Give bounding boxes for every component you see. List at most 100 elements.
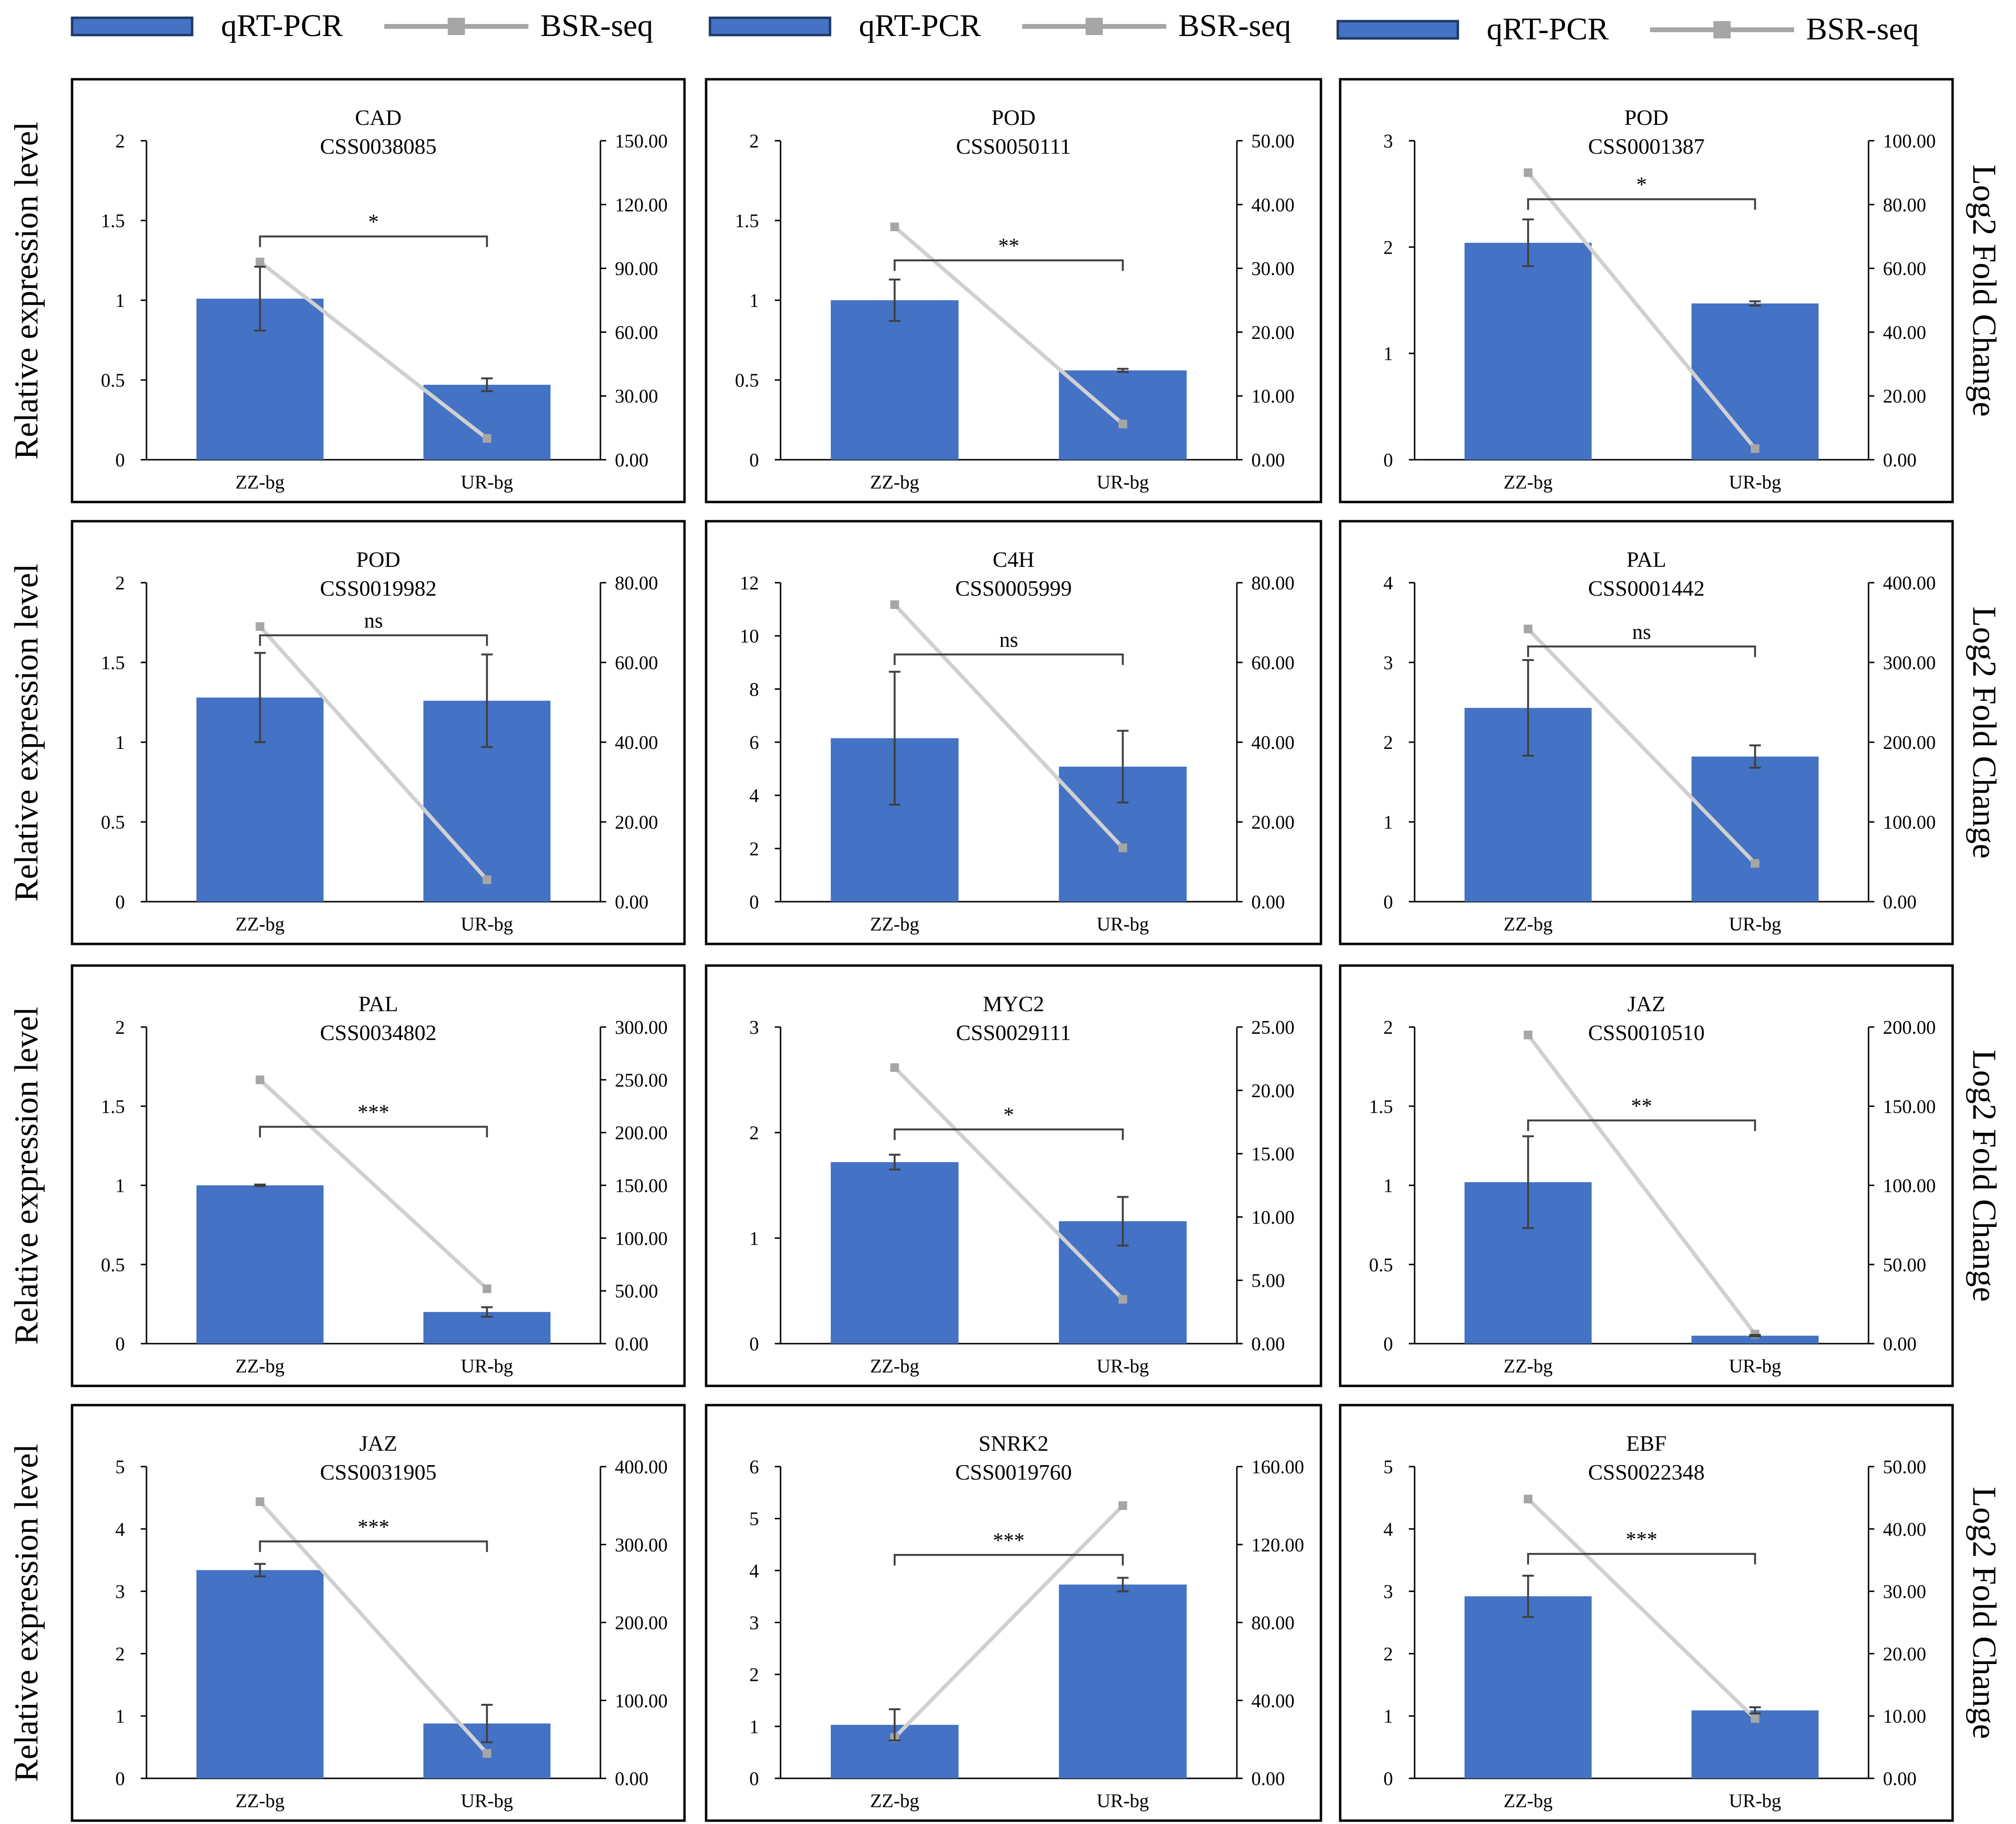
bar-ur-bg (1691, 756, 1819, 902)
right-axis-tick-label: 60.00 (615, 321, 658, 343)
panel-frame (705, 1404, 1322, 1822)
panel-gene-id: CSS0001387 (1588, 134, 1705, 159)
left-axis-tick-label: 0 (1383, 1333, 1393, 1355)
right-axis-tick-label: 100.00 (615, 1690, 668, 1712)
right-axis-tick-label: 80.00 (1251, 572, 1295, 594)
panel-gene-id: CSS0031905 (320, 1460, 437, 1484)
chart-panels: CADCSS003808500.511.520.0030.0060.0090.0… (71, 78, 1954, 1822)
right-axis-tick-label: 40.00 (1883, 1518, 1926, 1540)
panel-gene-name: C4H (993, 547, 1035, 572)
left-axis-tick-label: 6 (749, 732, 759, 753)
significance-bracket (259, 634, 488, 646)
left-axis-tick-label: 1.5 (735, 210, 759, 232)
chart-panel: PAL CSS0034802 0 0.5 1 1.5 2 0.00 50.00 100.00 150… (71, 964, 686, 1387)
bsr-seq-line (258, 1078, 489, 1290)
bar-ur-bg (1691, 1335, 1819, 1344)
right-axis-tick-label: 0.00 (1883, 1768, 1917, 1789)
panel-gene-name: POD (356, 547, 400, 572)
bsr-seq-point (256, 1497, 265, 1506)
bsr-seq-point (890, 222, 899, 232)
panel-gene-name: EBF (1626, 1431, 1666, 1456)
right-axis-tick-label: 200.00 (1883, 1016, 1936, 1038)
panel-gene-id: CSS0038085 (320, 134, 437, 159)
left-axis-tick-label: 0.5 (101, 1254, 125, 1275)
x-category-label: UR-bg (1097, 913, 1149, 935)
left-axis-tick-label: 0 (749, 1768, 759, 1789)
right-axis-tick-label: 40.00 (1251, 1690, 1295, 1712)
chart-panel: CAD CSS0038085 0 0.5 1 1.5 2 0.00 30.00 60.00 90.0… (71, 78, 686, 503)
bar-zz-bg (1464, 1596, 1592, 1778)
chart-panel: PAL CSS0001442 0 1 2 3 4 0.00 100.00 200.00 300.00… (1339, 520, 1954, 945)
panel-frame (1339, 1404, 1954, 1822)
left-axis-tick-label: 4 (749, 785, 759, 807)
bsr-seq-point (1118, 1501, 1127, 1510)
panel-gene-name: PAL (358, 992, 398, 1016)
left-axis-tick-label: 2 (1383, 732, 1393, 753)
right-axis-tick-label: 100.00 (1883, 1175, 1936, 1197)
panel-frame (1339, 78, 1954, 503)
chart-panel: MYC2 CSS0029111 0 1 2 3 0.00 5.00 10.00 15.00 20.0… (705, 964, 1322, 1387)
bsr-seq-point (890, 1063, 899, 1072)
right-axis-title: Log2 Fold Change (1966, 607, 2003, 859)
left-axis-tick-label: 2 (115, 1643, 125, 1665)
legend-line-label: BSR-seq (1806, 12, 1919, 47)
left-axis-tick-label: 0 (749, 449, 759, 471)
panel-gene-id: CSS0019760 (955, 1460, 1072, 1484)
chart-panel: PODCSS001998200.511.520.0020.0040.0060.0… (71, 520, 686, 945)
x-category-label: ZZ-bg (235, 1790, 284, 1812)
left-axis-title: Relative expression level (8, 122, 45, 460)
right-axis-tick-label: 60.00 (1251, 652, 1295, 673)
side-axis-titles: Relative expression level Log2 Fold Chang… (8, 122, 2003, 1782)
legend-bar-swatch (1336, 20, 1459, 40)
left-axis-tick-label: 12 (740, 572, 759, 594)
right-axis-tick-label: 200.00 (615, 1612, 668, 1634)
legend-line-marker (1713, 21, 1731, 38)
left-axis-tick-label: 0.5 (101, 811, 125, 833)
right-axis-title: Log2 Fold Change (1966, 165, 2003, 417)
chart-panel: JAZ CSS0031905 0 1 2 3 4 5 0.00 100.00 200.00 300.0… (71, 1404, 686, 1822)
panel-frame (1339, 520, 1954, 945)
chart-panel: SNRK2 CSS0019760 0 1 2 3 4 5 6 0.00 40.00 80.00 120.… (705, 1404, 1322, 1822)
legend-bar-swatch (71, 16, 194, 37)
right-axis-tick-label: 40.00 (615, 732, 658, 753)
panel-frame (71, 964, 686, 1387)
significance-label: ** (998, 234, 1019, 257)
chart-panel: JAZ CSS0010510 0 0.5 1 1.5 2 0.00 50.00 100.00 150… (1339, 964, 1954, 1387)
significance-label: ns (364, 609, 383, 633)
left-axis-title: Relative expression level (8, 1444, 45, 1782)
legend-line-marker (1086, 18, 1103, 35)
right-axis-tick-label: 20.00 (1251, 321, 1295, 343)
right-axis-tick-label: 10.00 (1251, 385, 1295, 407)
right-axis-tick-label: 300.00 (1883, 652, 1936, 673)
panel-frame (705, 964, 1322, 1387)
chart-panel: C4H CSS0005999 0 2 4 6 8 10 12 0.00 20.00 40.00 60.0… (705, 520, 1322, 945)
left-axis-tick-label: 2 (1383, 236, 1393, 258)
right-axis-tick-label: 40.00 (1883, 321, 1926, 343)
bsr-seq-line (1527, 171, 1757, 450)
right-axis-tick-label: 100.00 (1883, 130, 1936, 152)
left-axis-tick-label: 3 (115, 1581, 125, 1603)
right-axis-tick-label: 25.00 (1251, 1016, 1295, 1038)
bsr-seq-point (482, 434, 491, 443)
bar-zz-bg (196, 1570, 324, 1778)
left-axis-tick-label: 0 (115, 1333, 125, 1355)
significance-label: * (1637, 173, 1647, 196)
left-axis-tick-label: 4 (115, 1518, 125, 1540)
bsr-seq-point (1524, 1030, 1533, 1040)
left-axis-tick-label: 2 (1383, 1016, 1393, 1038)
left-axis-tick-label: 1 (115, 290, 125, 311)
left-axis-tick-label: 1.5 (1369, 1096, 1393, 1117)
bsr-seq-point (1118, 1295, 1127, 1304)
right-axis-tick-label: 400.00 (615, 1456, 668, 1478)
panel-gene-id: CSS0019982 (320, 576, 437, 600)
left-axis-tick-label: 2 (749, 130, 759, 152)
left-axis-tick-label: 5 (115, 1456, 125, 1478)
legend-group: qRT-PCR BSR-seq (709, 8, 1291, 43)
panel-gene-id: CSS0034802 (320, 1020, 437, 1045)
legend-group: qRT-PCR BSR-seq (1336, 12, 1919, 47)
left-axis-tick-label: 3 (1383, 130, 1393, 152)
right-axis-tick-label: 80.00 (615, 572, 658, 594)
left-axis-tick-label: 0 (115, 449, 125, 471)
panel-gene-id: CSS0001442 (1588, 576, 1705, 600)
significance-label: ns (1632, 620, 1651, 644)
